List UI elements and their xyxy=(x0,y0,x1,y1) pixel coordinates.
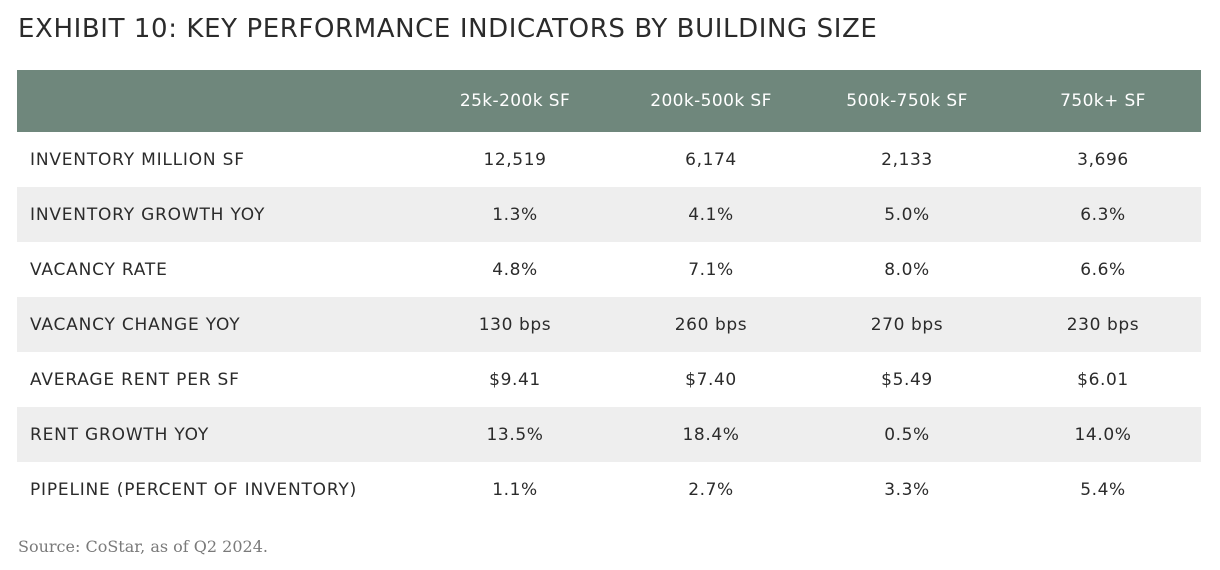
table-cell: 230 bps xyxy=(1066,314,1140,335)
table-cell: 5.0% xyxy=(884,204,930,225)
table-row: INVENTORY GROWTH YOY 1.3% 4.1% 5.0% 6.3% xyxy=(17,187,1201,242)
table-row: INVENTORY MILLION SF 12,519 6,174 2,133 … xyxy=(17,132,1201,187)
row-label: RENT GROWTH YOY xyxy=(30,424,210,445)
table-cell: 5.4% xyxy=(1080,479,1126,500)
table-cell: 3.3% xyxy=(884,479,930,500)
table-row: RENT GROWTH YOY 13.5% 18.4% 0.5% 14.0% xyxy=(17,407,1201,462)
table-cell: $6.01 xyxy=(1077,369,1129,390)
table-cell: 1.3% xyxy=(492,204,538,225)
table-cell: 2.7% xyxy=(688,479,734,500)
chart-title: EXHIBIT 10: KEY PERFORMANCE INDICATORS B… xyxy=(18,14,878,44)
row-label: VACANCY RATE xyxy=(30,259,168,280)
column-header-200k-500k: 200k-500k SF xyxy=(650,91,772,111)
table-cell: 4.8% xyxy=(492,259,538,280)
row-label: VACANCY CHANGE YOY xyxy=(30,314,241,335)
table-cell: $7.40 xyxy=(685,369,737,390)
table-cell: 13.5% xyxy=(486,424,544,445)
table-row: VACANCY CHANGE YOY 130 bps 260 bps 270 b… xyxy=(17,297,1201,352)
table-cell: 3,696 xyxy=(1077,149,1129,170)
table-cell: 6.3% xyxy=(1080,204,1126,225)
table-cell: 2,133 xyxy=(881,149,933,170)
column-header-500k-750k: 500k-750k SF xyxy=(846,91,968,111)
table-cell: 130 bps xyxy=(478,314,552,335)
table-cell: 14.0% xyxy=(1074,424,1132,445)
table-cell: $9.41 xyxy=(489,369,541,390)
table-header-row: 25k-200k SF 200k-500k SF 500k-750k SF 75… xyxy=(17,70,1201,132)
column-header-25k-200k: 25k-200k SF xyxy=(459,91,571,111)
table-cell: $5.49 xyxy=(881,369,933,390)
row-label: INVENTORY GROWTH YOY xyxy=(30,204,266,225)
table-cell: 270 bps xyxy=(870,314,944,335)
row-label: AVERAGE RENT PER SF xyxy=(30,369,240,390)
table-cell: 0.5% xyxy=(884,424,930,445)
table-cell: 12,519 xyxy=(483,149,547,170)
table-cell: 4.1% xyxy=(688,204,734,225)
row-label: INVENTORY MILLION SF xyxy=(30,149,245,170)
table-row: PIPELINE (PERCENT OF INVENTORY) 1.1% 2.7… xyxy=(17,462,1201,517)
table-cell: 6.6% xyxy=(1080,259,1126,280)
kpi-table: 25k-200k SF 200k-500k SF 500k-750k SF 75… xyxy=(17,70,1201,517)
column-header-label xyxy=(17,70,417,132)
row-label: PIPELINE (PERCENT OF INVENTORY) xyxy=(30,479,357,500)
table-cell: 6,174 xyxy=(685,149,737,170)
table-cell: 260 bps xyxy=(674,314,748,335)
table-cell: 18.4% xyxy=(682,424,740,445)
table-cell: 7.1% xyxy=(688,259,734,280)
table-row: VACANCY RATE 4.8% 7.1% 8.0% 6.6% xyxy=(17,242,1201,297)
source-note: Source: CoStar, as of Q2 2024. xyxy=(18,537,268,556)
column-header-750k-plus: 750k+ SF xyxy=(1060,91,1146,111)
table-cell: 8.0% xyxy=(884,259,930,280)
table-cell: 1.1% xyxy=(492,479,538,500)
table-row: AVERAGE RENT PER SF $9.41 $7.40 $5.49 $6… xyxy=(17,352,1201,407)
